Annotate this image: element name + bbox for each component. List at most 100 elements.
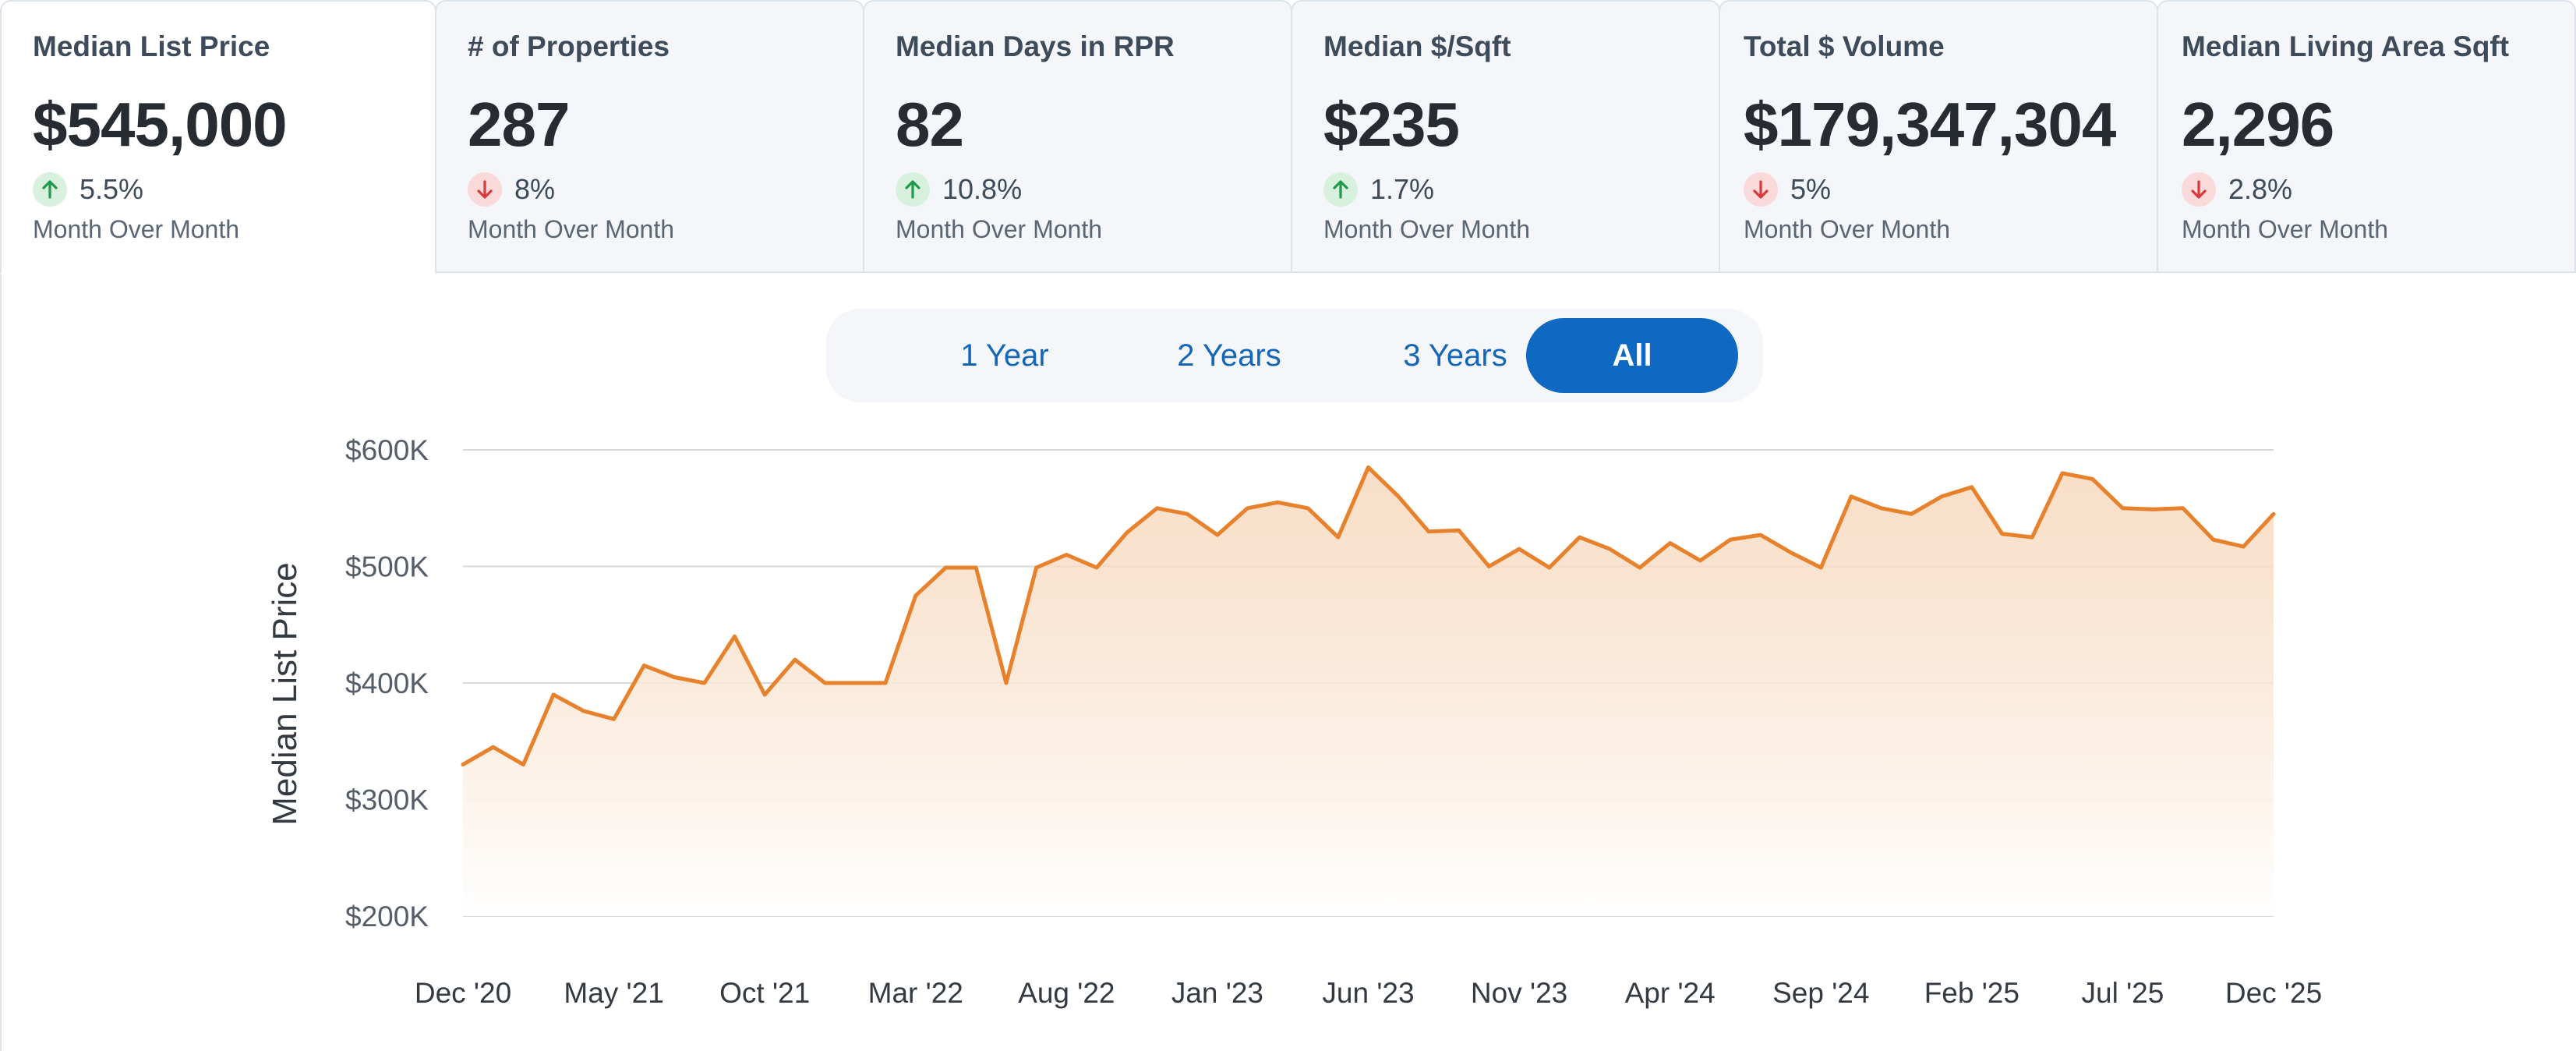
data-point[interactable] xyxy=(578,706,589,717)
arrow-up-icon xyxy=(33,172,67,207)
change-period: Month Over Month xyxy=(468,215,674,243)
data-point[interactable] xyxy=(609,713,620,724)
data-point[interactable] xyxy=(518,759,528,770)
data-point[interactable] xyxy=(1544,562,1555,573)
data-point[interactable] xyxy=(1876,503,1887,514)
data-point[interactable] xyxy=(2268,508,2279,519)
tab-value: $545,000 xyxy=(33,90,288,159)
x-tick-label: May '21 xyxy=(564,977,663,1009)
data-point[interactable] xyxy=(1725,534,1736,545)
arrow-down-icon xyxy=(2182,172,2216,207)
data-point[interactable] xyxy=(1122,527,1133,538)
change-period: Month Over Month xyxy=(1744,215,1950,243)
y-tick-label: $400K xyxy=(345,667,429,699)
data-point[interactable] xyxy=(1604,543,1615,554)
range-1-year-button[interactable]: 1 Year xyxy=(870,318,1140,393)
tab-value: $235 xyxy=(1323,90,1460,159)
data-point[interactable] xyxy=(730,631,740,642)
x-tick-label: Aug '22 xyxy=(1018,977,1115,1009)
data-point[interactable] xyxy=(759,689,770,700)
tab-title: Median List Price xyxy=(33,30,270,62)
y-tick-label: $600K xyxy=(345,434,429,466)
change-period: Month Over Month xyxy=(2182,215,2388,243)
x-tick-label: Jun '23 xyxy=(1322,977,1414,1009)
data-point[interactable] xyxy=(1393,491,1404,502)
change-percent: 5.5% xyxy=(80,173,144,205)
data-point[interactable] xyxy=(1061,550,1072,561)
area-fill xyxy=(463,467,2274,916)
range-2-years-button[interactable]: 2 Years xyxy=(1094,318,1364,393)
data-point[interactable] xyxy=(1152,503,1163,514)
data-point[interactable] xyxy=(1031,562,1042,573)
x-tick-label: Mar '22 xyxy=(868,977,963,1009)
tab-number-of-properties[interactable]: # of Properties 287 8% Month Over Month xyxy=(435,0,864,273)
data-point[interactable] xyxy=(1182,508,1193,519)
data-point[interactable] xyxy=(1997,529,2008,540)
data-point[interactable] xyxy=(1483,561,1494,572)
tab-median-days-in-rpr[interactable]: Median Days in RPR 82 10.8% Month Over M… xyxy=(863,0,1292,273)
data-point[interactable] xyxy=(1242,503,1253,514)
range-3-years-button[interactable]: 3 Years xyxy=(1320,318,1590,393)
data-point[interactable] xyxy=(548,689,559,700)
data-point[interactable] xyxy=(1363,462,1374,472)
data-point[interactable] xyxy=(638,660,649,671)
data-point[interactable] xyxy=(458,759,468,770)
data-point[interactable] xyxy=(1815,562,1826,573)
data-point[interactable] xyxy=(1694,555,1705,566)
data-point[interactable] xyxy=(2238,541,2249,552)
tab-title: Total $ Volume xyxy=(1744,30,1945,62)
data-point[interactable] xyxy=(1574,532,1585,543)
change-period: Month Over Month xyxy=(896,215,1102,243)
tab-median-list-price[interactable]: Median List Price $545,000 5.5% Month Ov… xyxy=(0,0,436,274)
data-point[interactable] xyxy=(1001,678,1012,688)
x-tick-label: Apr '24 xyxy=(1625,977,1716,1009)
data-point[interactable] xyxy=(1212,529,1223,540)
data-point[interactable] xyxy=(1454,525,1465,536)
data-point[interactable] xyxy=(1091,562,1102,573)
tab-title: Median $/Sqft xyxy=(1323,30,1511,62)
data-point[interactable] xyxy=(2178,503,2189,514)
data-point[interactable] xyxy=(2147,504,2158,515)
data-point[interactable] xyxy=(1786,547,1797,558)
data-point[interactable] xyxy=(669,672,680,683)
data-point[interactable] xyxy=(2027,532,2037,543)
data-point[interactable] xyxy=(2057,468,2068,479)
data-point[interactable] xyxy=(1966,482,1977,493)
data-point[interactable] xyxy=(1272,497,1283,508)
data-point[interactable] xyxy=(699,678,710,688)
data-point[interactable] xyxy=(1333,532,1344,543)
tab-median-living-area-sqft[interactable]: Median Living Area Sqft 2,296 2.8% Month… xyxy=(2157,0,2576,273)
data-point[interactable] xyxy=(1665,538,1676,549)
tab-total-dollar-volume[interactable]: Total $ Volume $179,347,304 5% Month Ove… xyxy=(1719,0,2158,273)
data-point[interactable] xyxy=(1302,503,1313,514)
data-point[interactable] xyxy=(488,741,499,752)
data-point[interactable] xyxy=(2117,503,2128,514)
x-tick-label: Jul '25 xyxy=(2082,977,2164,1009)
x-tick-label: Dec '20 xyxy=(415,977,511,1009)
change-period: Month Over Month xyxy=(33,215,239,243)
y-tick-label: $500K xyxy=(345,551,429,583)
change-percent: 5% xyxy=(1790,173,1832,205)
data-point[interactable] xyxy=(941,562,952,573)
data-point[interactable] xyxy=(1846,491,1857,502)
range-all-button[interactable]: All xyxy=(1526,318,1738,393)
data-point[interactable] xyxy=(1634,562,1645,573)
data-point[interactable] xyxy=(1423,526,1434,537)
data-point[interactable] xyxy=(910,590,921,601)
data-point[interactable] xyxy=(880,678,891,688)
y-tick-label: $200K xyxy=(345,901,429,932)
data-point[interactable] xyxy=(2087,473,2098,484)
data-point[interactable] xyxy=(790,654,800,665)
data-point[interactable] xyxy=(1755,529,1766,540)
data-point[interactable] xyxy=(2208,534,2219,545)
tab-value: 2,296 xyxy=(2182,90,2334,159)
data-point[interactable] xyxy=(1514,543,1525,554)
data-point[interactable] xyxy=(850,678,860,688)
tab-median-price-per-sqft[interactable]: Median $/Sqft $235 1.7% Month Over Month xyxy=(1291,0,1720,273)
data-point[interactable] xyxy=(820,678,831,688)
data-point[interactable] xyxy=(1936,491,1947,502)
data-point[interactable] xyxy=(1906,508,1917,519)
time-range-selector: 1 Year 2 Years 3 Years All xyxy=(826,309,1763,402)
metric-tabs: Median List Price $545,000 5.5% Month Ov… xyxy=(0,0,2576,274)
data-point[interactable] xyxy=(970,562,981,573)
